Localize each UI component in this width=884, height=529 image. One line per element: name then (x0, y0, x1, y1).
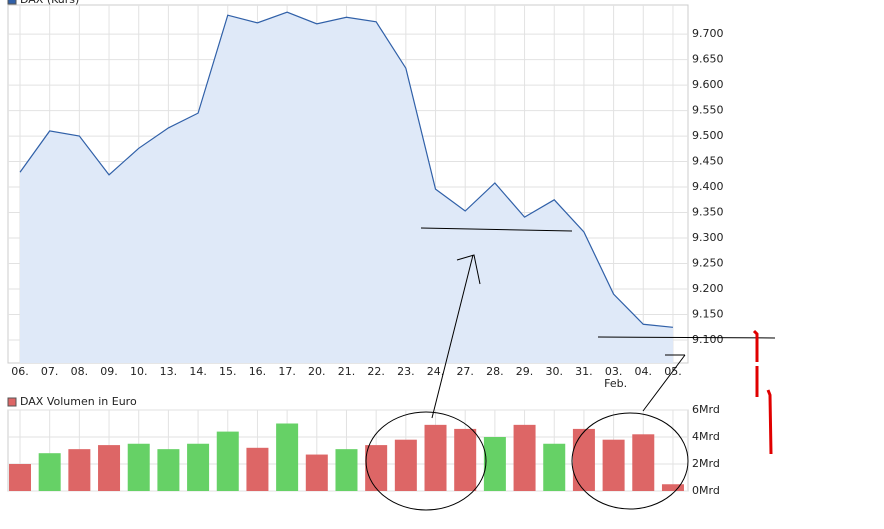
y-tick-label: 9.450 (692, 155, 724, 168)
x-tick-label: 22. (367, 365, 385, 378)
x-tick-label: 07. (41, 365, 59, 378)
bar (187, 443, 210, 491)
bar (246, 447, 269, 491)
y-tick-label: 9.700 (692, 27, 724, 40)
bar (157, 449, 180, 491)
y-tick-label: 9.500 (692, 129, 724, 142)
bar (632, 434, 655, 491)
x-tick-label: 10. (130, 365, 148, 378)
drawn-ellipse (365, 411, 487, 511)
bar (365, 445, 388, 491)
bar (335, 449, 358, 491)
area-fill (20, 12, 673, 364)
bar (394, 439, 417, 491)
red-mark (766, 389, 773, 455)
bar (98, 445, 121, 491)
legend-swatch (7, 397, 17, 407)
bar (543, 443, 566, 491)
x-tick-label: 17. (278, 365, 296, 378)
x-tick-label: 27. (456, 365, 474, 378)
x-tick-label: 16. (249, 365, 267, 378)
bar (454, 428, 477, 491)
y-tick-label: 9.100 (692, 333, 724, 346)
bar (305, 454, 328, 491)
x-tick-label: 21. (338, 365, 356, 378)
red-mark (752, 329, 759, 397)
bar (216, 431, 239, 491)
bar (276, 423, 299, 491)
x-tick-label: 04. (635, 365, 653, 378)
x-tick-label: 15. (219, 365, 237, 378)
x-tick-label: 30. (545, 365, 563, 378)
x-tick-label: 06. (11, 365, 29, 378)
bar (602, 439, 625, 491)
annotations (365, 227, 776, 511)
y-tick-label: 9.350 (692, 206, 724, 219)
y-tick-label: 9.650 (692, 53, 724, 66)
y-tick-label: 2Mrd (692, 457, 720, 470)
bar (572, 428, 595, 491)
y-tick-label: 9.250 (692, 257, 724, 270)
bar (127, 443, 150, 491)
y-tick-label: 9.550 (692, 104, 724, 117)
x-tick-label: 08. (71, 365, 89, 378)
y-tick-label: 9.600 (692, 78, 724, 91)
legend-swatch (7, 0, 17, 5)
y-tick-label: 9.400 (692, 180, 724, 193)
drawn-line (420, 227, 573, 232)
y-tick-label: 9.300 (692, 231, 724, 244)
x-tick-label: 29. (516, 365, 534, 378)
y-tick-label: 0Mrd (692, 484, 720, 497)
bar (38, 453, 61, 491)
legend-label: DAX Volumen in Euro (20, 395, 137, 408)
x-annotation: Feb. (604, 377, 627, 390)
bar (483, 437, 506, 491)
x-tick-label: 03. (605, 365, 623, 378)
y-tick-label: 4Mrd (692, 430, 720, 443)
drawn-arrow (642, 354, 686, 412)
y-tick-label: 9.150 (692, 308, 724, 321)
bar (513, 424, 536, 491)
line (19, 11, 674, 328)
x-tick-label: 24. (427, 365, 445, 378)
y-tick-label: 6Mrd (692, 403, 720, 416)
x-tick-label: 23. (397, 365, 415, 378)
x-tick-label: 13. (160, 365, 178, 378)
drawn-line (597, 336, 776, 339)
x-tick-label: 09. (100, 365, 118, 378)
x-tick-label: 28. (486, 365, 504, 378)
drawn-arrow (431, 254, 481, 419)
plots: 9.100 9.150 9.200 9.250 9.300 9.350 9.400 9.450… (7, 0, 724, 497)
bar (424, 424, 447, 491)
legend-label: DAX (Kurs) (20, 0, 79, 6)
x-tick-label: 31. (575, 365, 593, 378)
bar (68, 449, 91, 491)
y-tick-label: 9.200 (692, 282, 724, 295)
x-tick-label: 20. (308, 365, 326, 378)
bar (9, 464, 31, 491)
x-tick-label: 14. (189, 365, 207, 378)
bar (661, 484, 684, 491)
drawn-ellipse (571, 412, 689, 510)
